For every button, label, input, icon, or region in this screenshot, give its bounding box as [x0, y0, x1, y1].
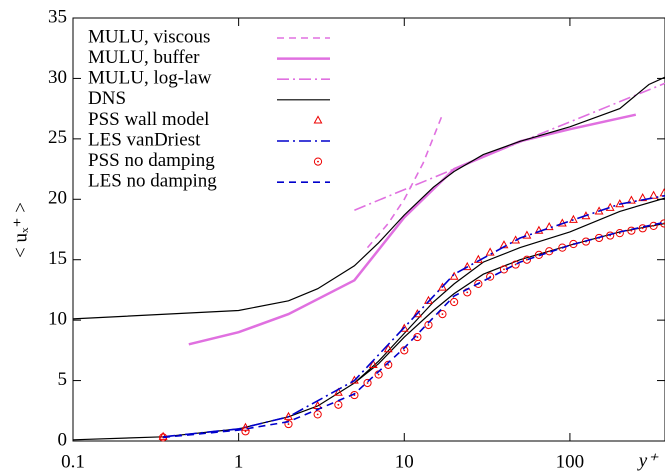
marker-dot — [244, 430, 247, 433]
legend-marker — [313, 115, 323, 124]
marker — [450, 297, 459, 307]
x-axis-label: y⁺ — [637, 450, 659, 471]
legend-label: PSS no damping — [88, 150, 215, 171]
marker — [400, 346, 409, 355]
marker — [284, 411, 293, 420]
marker — [499, 240, 509, 249]
marker-dot — [466, 291, 469, 294]
series-line — [188, 113, 637, 346]
marker — [399, 323, 409, 332]
y-tick-label: 5 — [58, 369, 68, 390]
series-line — [163, 221, 665, 439]
marker — [568, 214, 578, 223]
legend-label: LES no damping — [88, 171, 217, 192]
marker-dot — [503, 268, 505, 271]
plot-frame — [72, 17, 665, 442]
marker-dot — [630, 229, 633, 232]
marker — [522, 255, 532, 264]
marker-dot — [317, 160, 319, 163]
legend-label: MULU, buffer — [88, 47, 200, 68]
marker — [412, 309, 422, 318]
marker — [438, 282, 447, 291]
marker — [659, 188, 665, 197]
y-tick-label: 30 — [48, 67, 67, 88]
marker-dot — [548, 250, 551, 253]
marker-dot — [526, 258, 528, 261]
marker-dot — [427, 324, 430, 326]
marker — [522, 230, 532, 239]
series-line — [163, 194, 665, 438]
y-tick-label: 10 — [48, 309, 67, 330]
marker-dot — [641, 227, 644, 230]
series-line — [354, 82, 665, 211]
legend-label: PSS wall model — [88, 109, 209, 130]
marker — [649, 190, 659, 199]
y-tick-label: 20 — [48, 188, 67, 209]
marker-dot — [652, 224, 655, 227]
marker-dot — [366, 382, 369, 384]
marker-dot — [316, 413, 319, 416]
marker — [638, 193, 648, 202]
legend-label: LES vanDriest — [88, 129, 201, 150]
marker — [333, 387, 343, 396]
x-tick-label: 0.1 — [61, 451, 85, 472]
marker — [449, 271, 459, 280]
y-tick-label: 15 — [48, 248, 67, 269]
marker — [474, 279, 483, 288]
x-tick-label: 10 — [395, 451, 414, 472]
marker — [349, 375, 359, 384]
marker-dot — [403, 349, 406, 352]
marker-dot — [453, 301, 456, 303]
marker — [462, 261, 472, 271]
marker — [605, 202, 615, 211]
marker — [627, 226, 636, 235]
x-tick-label: 1 — [234, 451, 244, 472]
legend-label: DNS — [88, 88, 126, 109]
marker — [241, 427, 250, 436]
marker — [284, 419, 293, 429]
marker — [594, 233, 604, 243]
marker-dot — [416, 336, 419, 338]
marker-dot — [514, 263, 517, 266]
marker-dot — [377, 373, 380, 376]
marker — [558, 243, 567, 252]
marker — [383, 344, 393, 353]
marker — [615, 229, 624, 238]
marker — [606, 231, 615, 240]
marker — [581, 237, 591, 246]
marker — [626, 195, 636, 204]
marker — [424, 320, 433, 330]
marker — [534, 225, 544, 234]
marker-dot — [618, 232, 621, 235]
marker — [241, 422, 250, 431]
x-tick-label: 100 — [556, 451, 585, 472]
marker — [485, 247, 495, 256]
y-axis-label: < uₓ⁺ > — [10, 202, 31, 258]
marker-dot — [663, 222, 665, 225]
marker — [384, 360, 393, 369]
legend-label: MULU, log-law — [88, 68, 212, 89]
marker-dot — [287, 423, 290, 425]
legend-marker — [313, 157, 323, 166]
marker-dot — [387, 363, 390, 366]
marker — [638, 224, 647, 233]
y-tick-label: 35 — [48, 6, 67, 27]
marker — [363, 378, 372, 388]
marker — [438, 310, 447, 319]
marker — [544, 222, 554, 231]
marker — [511, 260, 520, 269]
y-tick-label: 0 — [58, 429, 68, 450]
y-tick-label: 25 — [48, 127, 67, 148]
legend-label: MULU, viscous — [88, 26, 210, 47]
marker — [313, 410, 322, 419]
marker-dot — [441, 313, 444, 315]
series-line — [366, 114, 444, 249]
marker — [486, 272, 495, 281]
marker-dot — [337, 403, 340, 406]
marker — [368, 359, 378, 368]
